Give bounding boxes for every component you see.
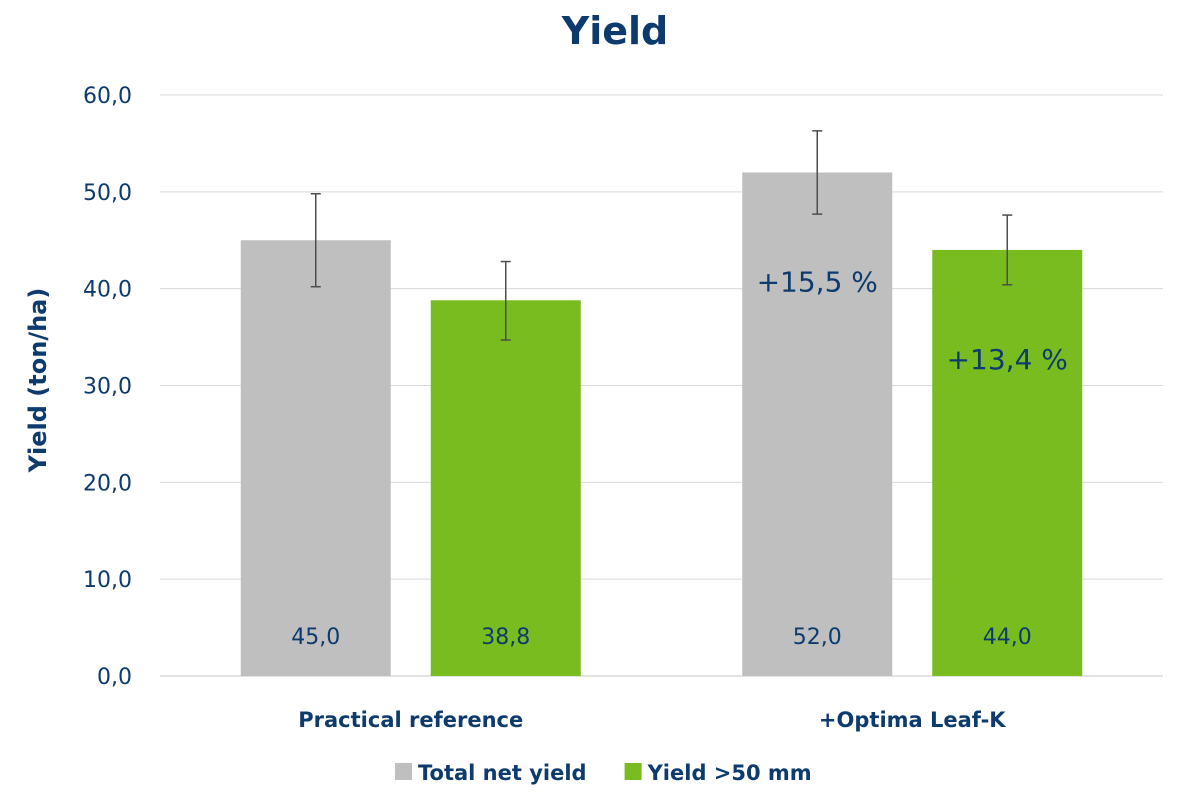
y-tick-label: 40,0 <box>83 278 132 303</box>
bar <box>430 300 581 676</box>
x-axis-ticks: Practical reference +Optima Leaf-K <box>298 708 1006 732</box>
data-label: 45,0 <box>291 625 340 650</box>
bar <box>742 172 893 676</box>
y-axis-label: Yield (ton/ha) <box>24 288 52 474</box>
y-tick-label: 50,0 <box>83 181 132 206</box>
bar <box>240 240 391 676</box>
percent-change-label: +15,5 % <box>757 265 878 298</box>
y-axis-ticks: 0,0 10,0 20,0 30,0 40,0 50,0 60,0 <box>83 84 132 690</box>
legend-swatch <box>624 763 642 780</box>
bar <box>932 249 1083 676</box>
legend-label: Total net yield <box>418 761 587 785</box>
legend-label: Yield >50 mm <box>647 761 812 785</box>
y-tick-label: 30,0 <box>83 375 132 400</box>
data-label: 38,8 <box>481 625 530 650</box>
legend-swatch <box>395 763 412 780</box>
chart-title: Yield <box>561 9 669 53</box>
percent-change-label: +13,4 % <box>947 343 1068 376</box>
y-tick-label: 10,0 <box>83 568 132 593</box>
x-tick-label: +Optima Leaf-K <box>819 708 1006 732</box>
y-tick-label: 0,0 <box>97 665 132 690</box>
y-tick-label: 60,0 <box>83 84 132 109</box>
legend: Total net yield Yield >50 mm <box>395 761 812 785</box>
data-label: 52,0 <box>793 625 842 650</box>
y-tick-label: 20,0 <box>83 471 132 496</box>
data-label: 44,0 <box>983 625 1032 650</box>
bars: 45,0 52,0 +15,5 % 38,8 44,0 +13,4 % <box>240 130 1083 676</box>
x-tick-label: Practical reference <box>298 708 523 732</box>
